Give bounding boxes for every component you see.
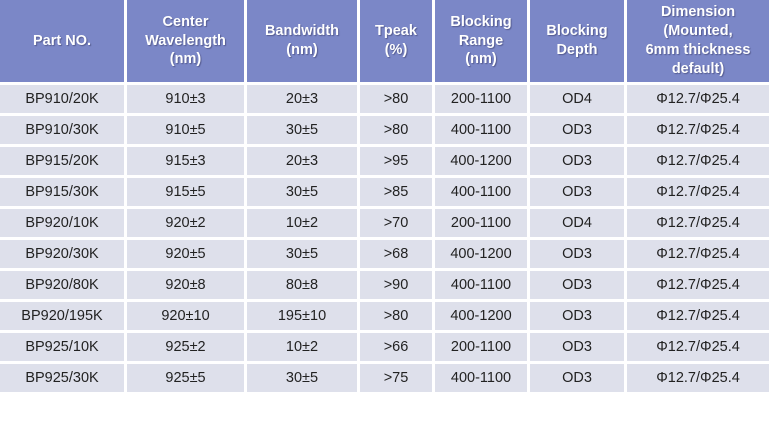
table-row: BP920/195K 920±10 195±10 >80 400-1200 OD3 Φ12.…	[0, 302, 769, 330]
table-row: BP925/30K 925±5 30±5 >75 400-1100 OD3 Φ12.7/Φ2…	[0, 364, 769, 392]
cell-blocking-range: 400-1100	[435, 364, 527, 392]
cell-bandwidth: 20±3	[247, 85, 357, 113]
table-row: BP915/30K 915±5 30±5 >85 400-1100 OD3 Φ12.7/Φ2…	[0, 178, 769, 206]
cell-part-no: BP915/30K	[0, 178, 124, 206]
cell-blocking-depth: OD3	[530, 333, 624, 361]
cell-part-no: BP920/10K	[0, 209, 124, 237]
cell-blocking-range: 400-1100	[435, 116, 527, 144]
cell-dimension: Φ12.7/Φ25.4	[627, 209, 769, 237]
cell-part-no: BP915/20K	[0, 147, 124, 175]
table-row: BP910/30K 910±5 30±5 >80 400-1100 OD3 Φ12.7/Φ2…	[0, 116, 769, 144]
cell-center-wavelength: 925±2	[127, 333, 244, 361]
cell-blocking-depth: OD3	[530, 147, 624, 175]
cell-blocking-range: 200-1100	[435, 209, 527, 237]
cell-dimension: Φ12.7/Φ25.4	[627, 116, 769, 144]
cell-dimension: Φ12.7/Φ25.4	[627, 302, 769, 330]
cell-center-wavelength: 925±5	[127, 364, 244, 392]
cell-center-wavelength: 910±3	[127, 85, 244, 113]
cell-blocking-depth: OD4	[530, 85, 624, 113]
cell-blocking-depth: OD3	[530, 364, 624, 392]
cell-blocking-range: 400-1200	[435, 147, 527, 175]
cell-bandwidth: 30±5	[247, 116, 357, 144]
cell-blocking-depth: OD3	[530, 116, 624, 144]
cell-blocking-range: 400-1100	[435, 271, 527, 299]
cell-center-wavelength: 920±8	[127, 271, 244, 299]
cell-blocking-depth: OD3	[530, 178, 624, 206]
cell-tpeak: >70	[360, 209, 432, 237]
cell-tpeak: >80	[360, 302, 432, 330]
cell-part-no: BP925/10K	[0, 333, 124, 361]
cell-dimension: Φ12.7/Φ25.4	[627, 333, 769, 361]
cell-tpeak: >68	[360, 240, 432, 268]
cell-tpeak: >80	[360, 116, 432, 144]
cell-blocking-range: 400-1200	[435, 302, 527, 330]
cell-part-no: BP910/30K	[0, 116, 124, 144]
cell-blocking-range: 200-1100	[435, 85, 527, 113]
table-header: Part NO. Center Wavelength (nm) Bandwidt…	[0, 0, 769, 82]
cell-dimension: Φ12.7/Φ25.4	[627, 178, 769, 206]
filter-spec-table: Part NO. Center Wavelength (nm) Bandwidt…	[0, 0, 769, 392]
cell-center-wavelength: 915±3	[127, 147, 244, 175]
cell-tpeak: >80	[360, 85, 432, 113]
cell-bandwidth: 195±10	[247, 302, 357, 330]
cell-bandwidth: 30±5	[247, 240, 357, 268]
cell-center-wavelength: 920±2	[127, 209, 244, 237]
column-header-center-wavelength: Center Wavelength (nm)	[127, 0, 244, 82]
cell-bandwidth: 10±2	[247, 209, 357, 237]
cell-blocking-range: 400-1100	[435, 178, 527, 206]
cell-dimension: Φ12.7/Φ25.4	[627, 271, 769, 299]
cell-dimension: Φ12.7/Φ25.4	[627, 240, 769, 268]
cell-center-wavelength: 910±5	[127, 116, 244, 144]
cell-center-wavelength: 920±5	[127, 240, 244, 268]
table-row: BP915/20K 915±3 20±3 >95 400-1200 OD3 Φ12.7/Φ2…	[0, 147, 769, 175]
cell-center-wavelength: 920±10	[127, 302, 244, 330]
cell-blocking-depth: OD3	[530, 302, 624, 330]
column-header-part-no: Part NO.	[0, 0, 124, 82]
cell-blocking-depth: OD3	[530, 240, 624, 268]
cell-blocking-range: 400-1200	[435, 240, 527, 268]
table-row: BP925/10K 925±2 10±2 >66 200-1100 OD3 Φ12.7/Φ2…	[0, 333, 769, 361]
cell-part-no: BP910/20K	[0, 85, 124, 113]
cell-bandwidth: 30±5	[247, 178, 357, 206]
cell-blocking-depth: OD4	[530, 209, 624, 237]
table-row: BP920/80K 920±8 80±8 >90 400-1100 OD3 Φ12.7/Φ2…	[0, 271, 769, 299]
cell-center-wavelength: 915±5	[127, 178, 244, 206]
cell-dimension: Φ12.7/Φ25.4	[627, 364, 769, 392]
cell-tpeak: >90	[360, 271, 432, 299]
header-row: Part NO. Center Wavelength (nm) Bandwidt…	[0, 0, 769, 82]
cell-tpeak: >66	[360, 333, 432, 361]
cell-tpeak: >85	[360, 178, 432, 206]
column-header-bandwidth: Bandwidth (nm)	[247, 0, 357, 82]
cell-tpeak: >75	[360, 364, 432, 392]
table-body: BP910/20K 910±3 20±3 >80 200-1100 OD4 Φ12.7/Φ2…	[0, 85, 769, 392]
cell-part-no: BP920/80K	[0, 271, 124, 299]
column-header-blocking-depth: Blocking Depth	[530, 0, 624, 82]
column-header-dimension: Dimension (Mounted, 6mm thickness defaul…	[627, 0, 769, 82]
cell-part-no: BP920/30K	[0, 240, 124, 268]
cell-blocking-depth: OD3	[530, 271, 624, 299]
cell-dimension: Φ12.7/Φ25.4	[627, 147, 769, 175]
cell-bandwidth: 10±2	[247, 333, 357, 361]
column-header-tpeak: Tpeak (%)	[360, 0, 432, 82]
column-header-blocking-range: Blocking Range (nm)	[435, 0, 527, 82]
table-row: BP920/30K 920±5 30±5 >68 400-1200 OD3 Φ12.7/Φ2…	[0, 240, 769, 268]
table-row: BP910/20K 910±3 20±3 >80 200-1100 OD4 Φ12.7/Φ2…	[0, 85, 769, 113]
cell-bandwidth: 80±8	[247, 271, 357, 299]
cell-part-no: BP920/195K	[0, 302, 124, 330]
cell-tpeak: >95	[360, 147, 432, 175]
cell-blocking-range: 200-1100	[435, 333, 527, 361]
cell-bandwidth: 30±5	[247, 364, 357, 392]
cell-part-no: BP925/30K	[0, 364, 124, 392]
table-row: BP920/10K 920±2 10±2 >70 200-1100 OD4 Φ12.7/Φ2…	[0, 209, 769, 237]
cell-dimension: Φ12.7/Φ25.4	[627, 85, 769, 113]
cell-bandwidth: 20±3	[247, 147, 357, 175]
